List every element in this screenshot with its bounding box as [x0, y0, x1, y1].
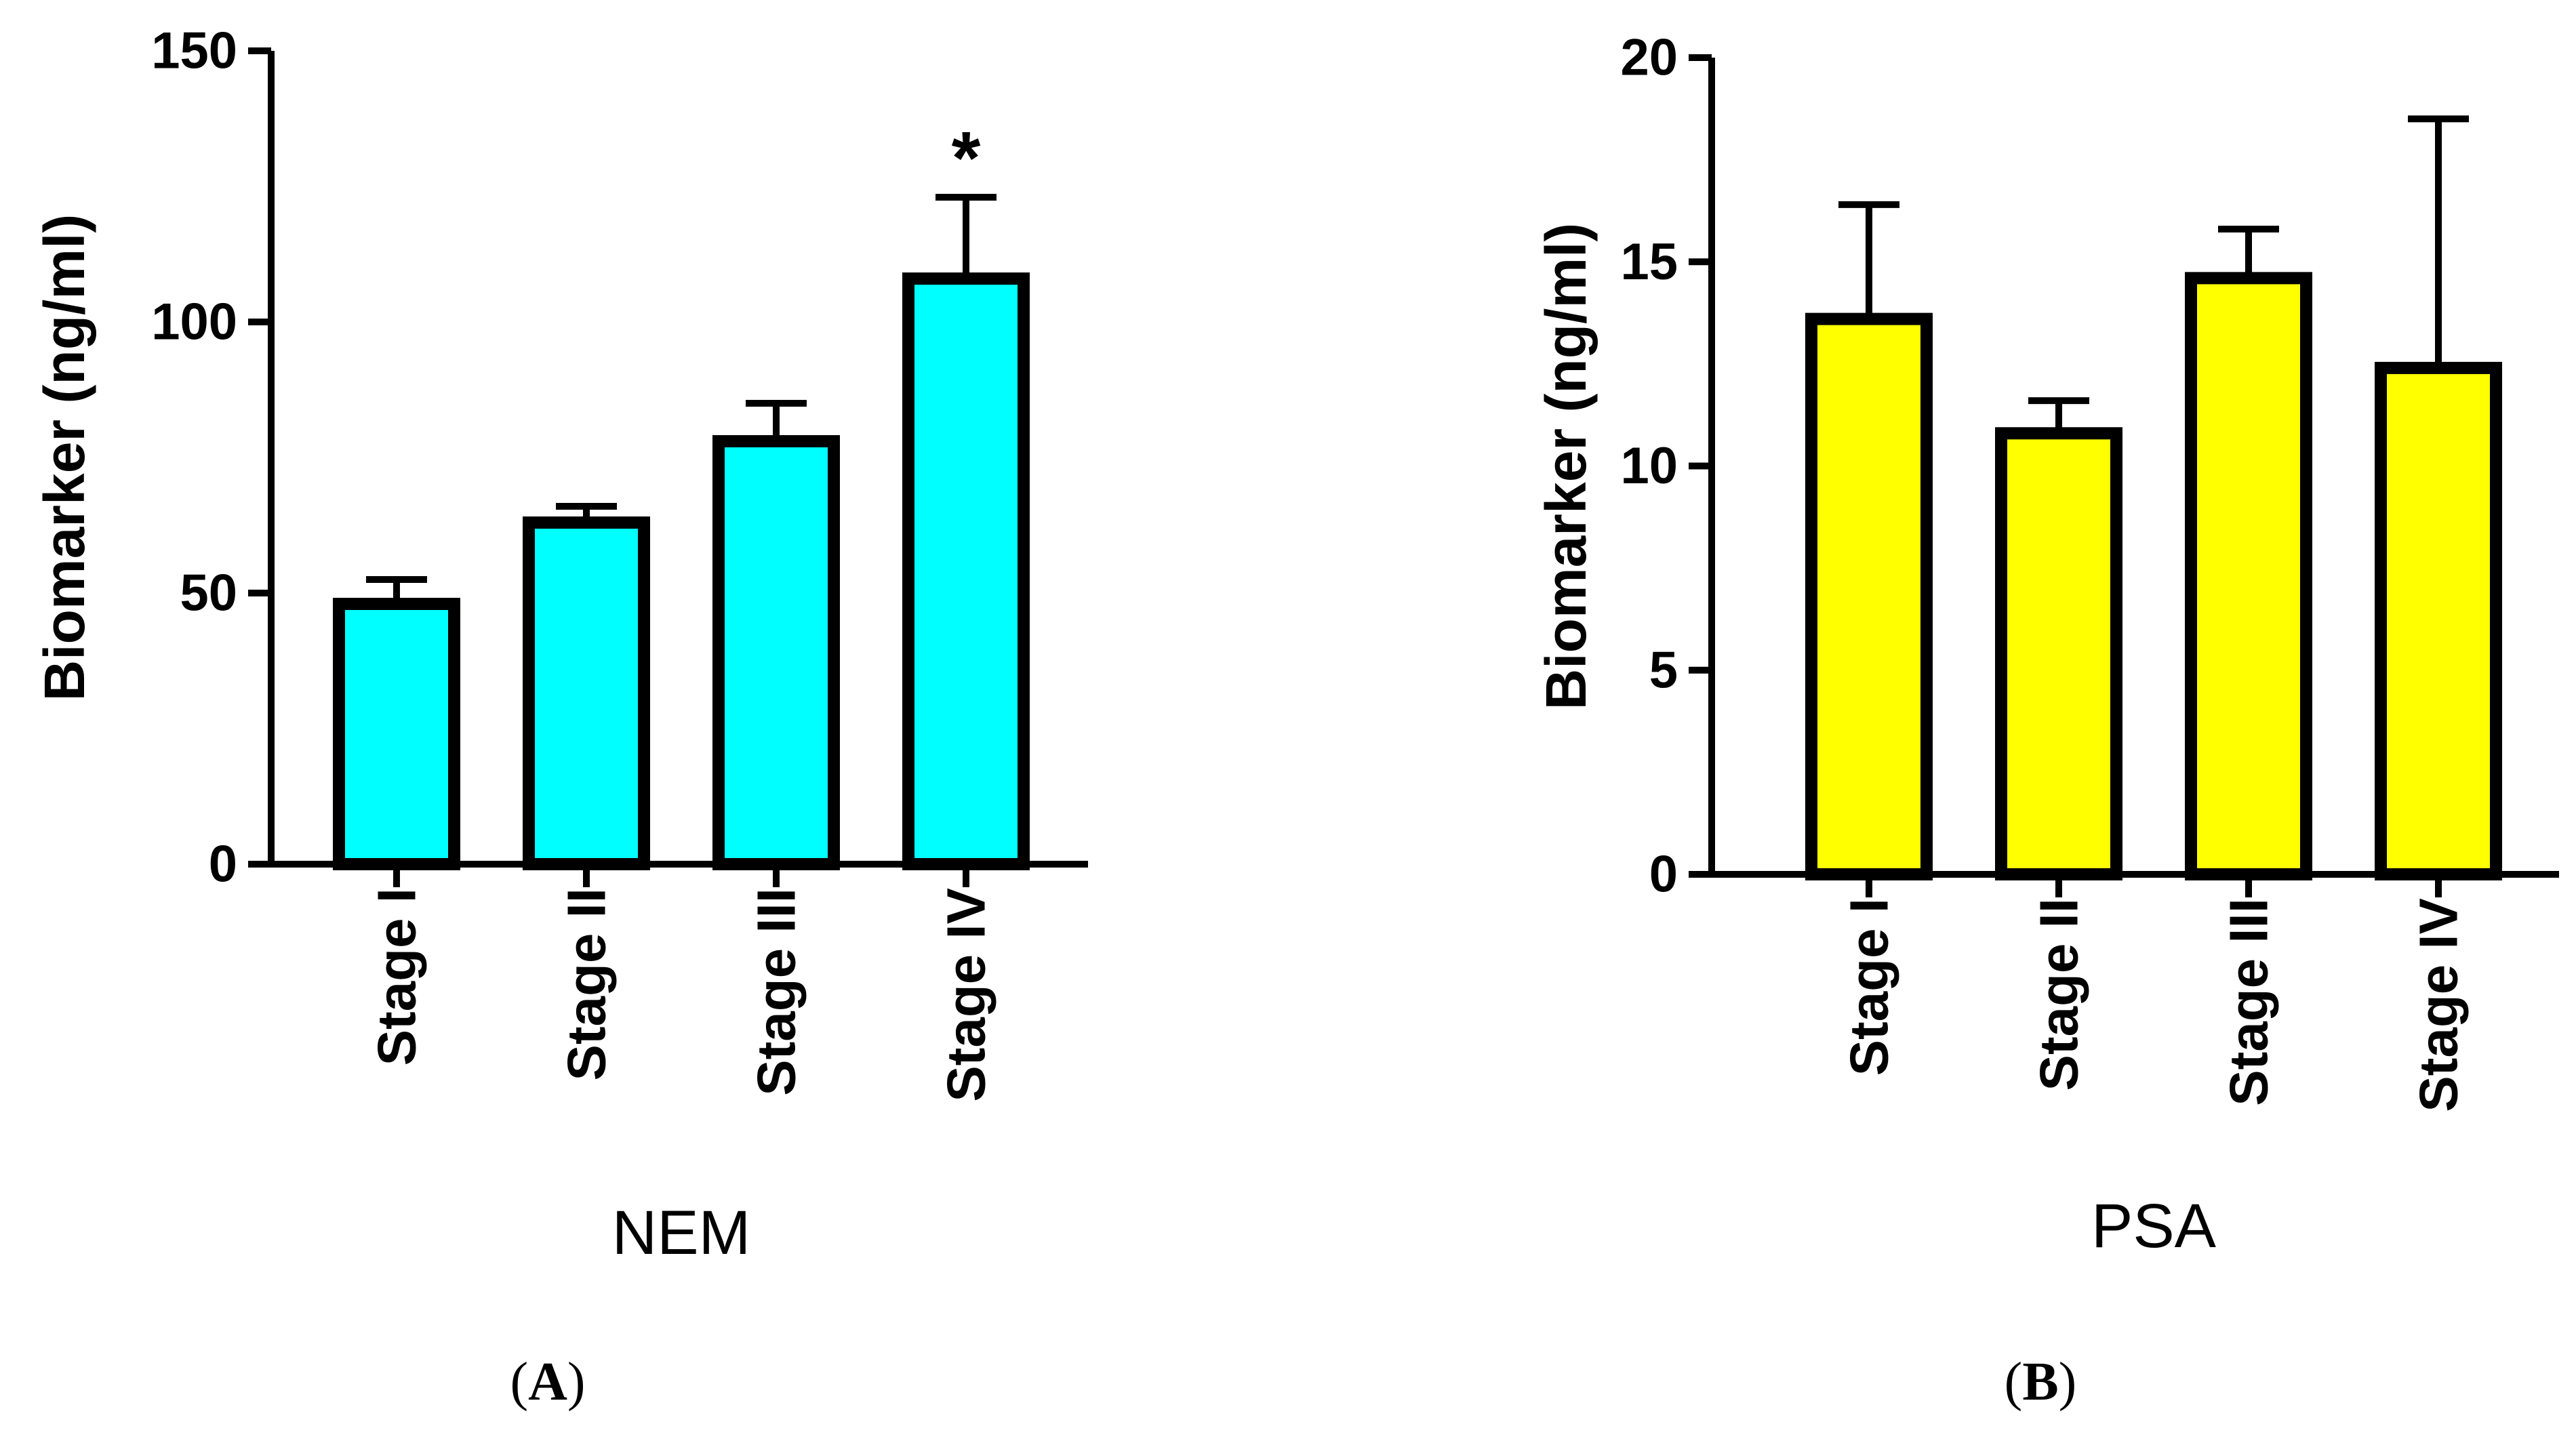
category-label: Stage I: [1839, 898, 1899, 1076]
bar: [902, 272, 1030, 870]
category-label: Stage II: [557, 888, 617, 1081]
bar: [1995, 427, 2122, 880]
y-axis-title: Biomarker (ng/ml): [1534, 223, 1598, 710]
x-axis-title: NEM: [612, 1198, 750, 1267]
chart-panel-b: Stage I Stage II Stage III Stage IV 0 5 10 15 20…: [1534, 29, 2559, 1412]
y-tick-label: 100: [151, 293, 237, 351]
category-label: Stage II: [2029, 898, 2089, 1091]
y-tick-label: 15: [1620, 233, 1678, 291]
bar: [523, 516, 650, 870]
y-tick-label: 20: [1620, 29, 1678, 87]
significance-annotation: *: [952, 117, 981, 200]
bar: [333, 598, 460, 870]
x-axis-title: PSA: [2091, 1192, 2217, 1261]
bar: [2185, 272, 2312, 881]
category-label: Stage I: [367, 888, 427, 1065]
y-tick-label: 10: [1620, 437, 1678, 495]
bar: [2375, 361, 2502, 880]
y-tick-label: 50: [180, 565, 237, 622]
y-tick-label: 0: [209, 836, 237, 893]
chart-panel-a: Stage I Stage II Stage III Stage IV * 0 50 100 1…: [33, 22, 1088, 1412]
y-axis-title: Biomarker (ng/ml): [33, 214, 96, 702]
bar: [1805, 312, 1933, 881]
category-label: Stage IV: [2409, 898, 2469, 1112]
y-tick-label: 150: [151, 22, 237, 80]
y-tick-label: 0: [1649, 846, 1678, 903]
bar: [712, 435, 840, 870]
panel-label: (B): [2005, 1352, 2077, 1412]
y-tick-label: 5: [1649, 641, 1678, 699]
category-label: Stage III: [2219, 898, 2279, 1106]
category-label: Stage IV: [936, 888, 997, 1102]
panel-label: (A): [510, 1352, 585, 1412]
category-label: Stage III: [746, 888, 807, 1096]
